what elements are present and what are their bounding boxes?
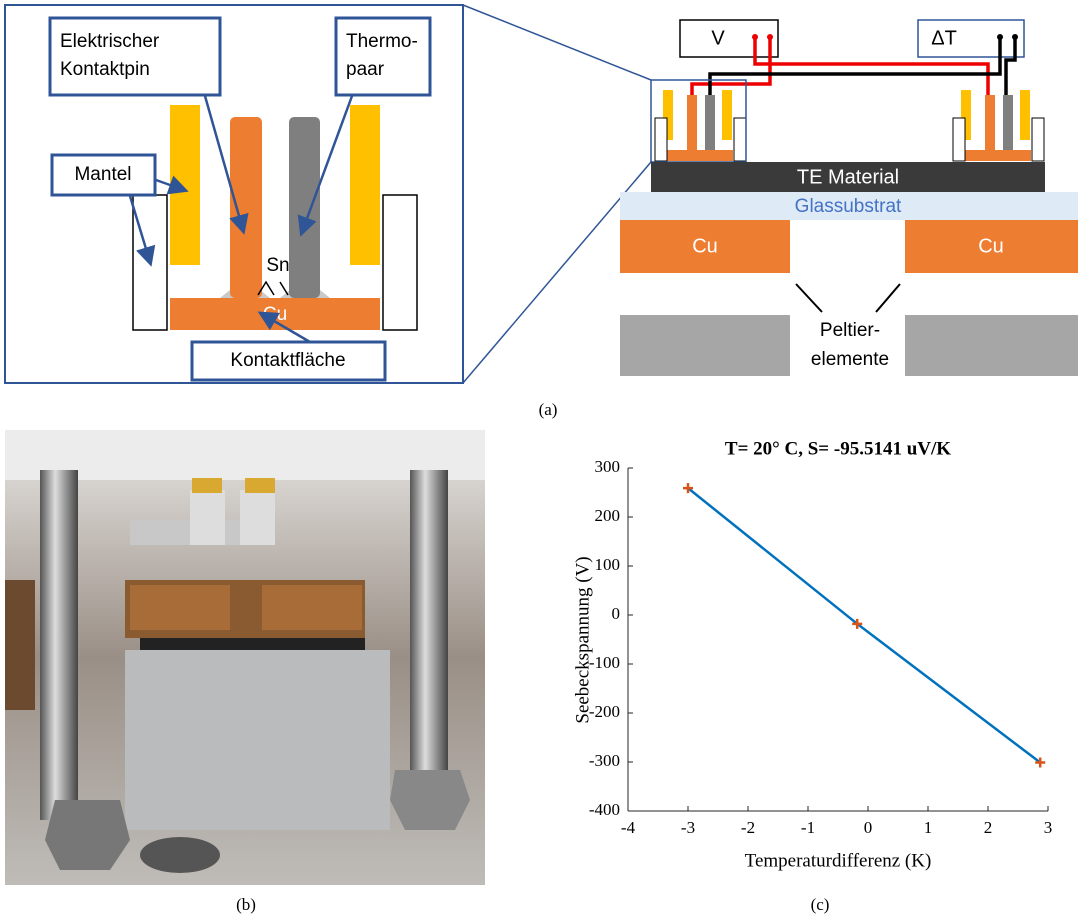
panel-label: (b) [236, 895, 256, 914]
v-label: V [711, 27, 725, 49]
y-tick-label: 100 [595, 555, 621, 574]
x-tick-label: -1 [801, 818, 815, 837]
chart-title: T= 20° C, S= -95.5141 uV/K [725, 438, 951, 459]
peltier-label: Peltier- [820, 320, 880, 341]
te-label: TE Material [797, 166, 899, 188]
y-tick-label: -200 [589, 702, 620, 721]
x-tick-label: 0 [864, 818, 873, 837]
y-axis-label: Seebeckspannung (V) [572, 556, 593, 723]
setup-diagram: V ΔT TE Material Glassubstrat Cu Cu Pelt… [620, 20, 1078, 376]
y-tick-label: -400 [589, 800, 620, 819]
inset-diagram: Cu Sn Elektrischer Kontaktpin Thermo- pa… [5, 5, 463, 383]
photo [5, 430, 485, 885]
peltier-label: elemente [811, 349, 889, 370]
x-tick-label: -2 [741, 818, 755, 837]
sn-label: Sn [266, 255, 289, 276]
panel-label: (c) [811, 895, 830, 914]
thermo-label: paar [346, 59, 385, 80]
x-tick-label: -4 [621, 818, 636, 837]
thermo-label: Thermo- [346, 31, 418, 52]
y-tick-label: 200 [595, 506, 621, 525]
glass-label: Glassubstrat [795, 196, 902, 217]
pin-label: Kontaktpin [60, 59, 150, 80]
y-tick-label: -100 [589, 653, 620, 672]
contact-label: Kontaktfläche [230, 350, 345, 371]
x-tick-label: 3 [1044, 818, 1053, 837]
cu-label: Cu [978, 235, 1004, 257]
pin-label: Elektrischer [60, 31, 160, 52]
chart: T= 20° C, S= -95.5141 uV/K Temperaturdif… [572, 438, 951, 871]
y-tick-label: 300 [595, 457, 621, 476]
panel-label: (a) [539, 400, 558, 419]
x-tick-label: 1 [924, 818, 933, 837]
figure: Cu Sn Elektrischer Kontaktpin Thermo- pa… [0, 0, 1081, 922]
line [688, 488, 1040, 762]
x-tick-label: 2 [984, 818, 993, 837]
x-tick-label: -3 [681, 818, 695, 837]
dt-label: ΔT [931, 27, 957, 49]
mantel-label: Mantel [74, 164, 131, 185]
y-tick-label: 0 [612, 604, 621, 623]
cu-label: Cu [692, 235, 718, 257]
y-tick-label: -300 [589, 751, 620, 770]
x-axis-label: Temperaturdifferenz (K) [745, 850, 932, 871]
